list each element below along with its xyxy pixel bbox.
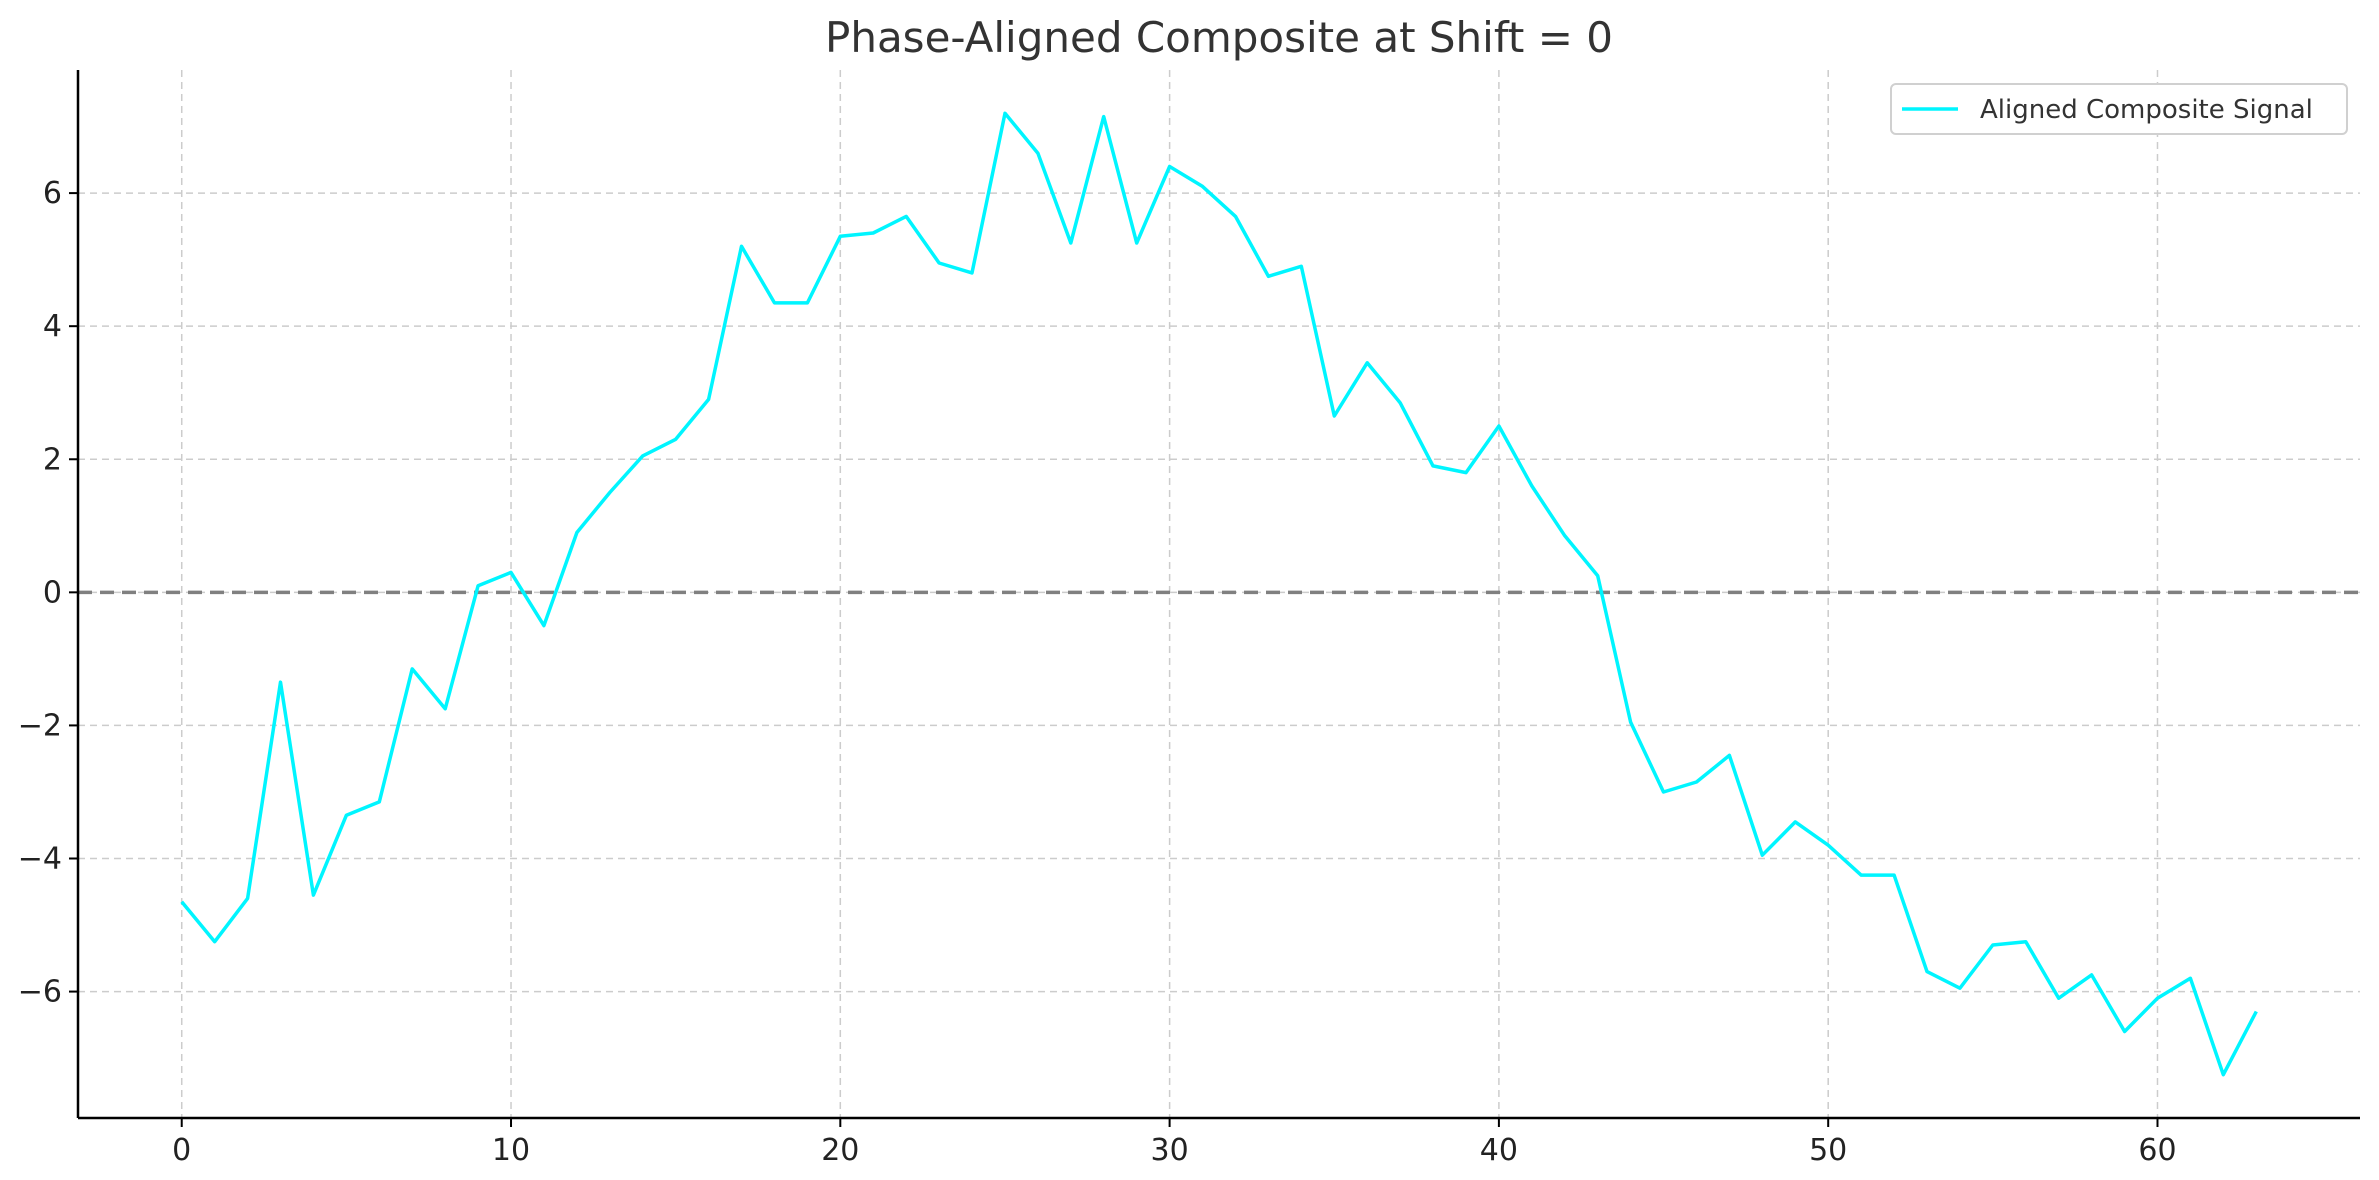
x-tick-label: 60	[2138, 1133, 2176, 1168]
legend: Aligned Composite Signal	[1890, 83, 2348, 135]
tick-labels: 0 10 20 30 40 50 60 −6 −4 −2 0 2 4 6	[18, 176, 2177, 1168]
x-tick-label: 0	[172, 1133, 191, 1168]
y-tick-label: −2	[18, 708, 62, 743]
chart-title: Phase-Aligned Composite at Shift = 0	[825, 13, 1613, 62]
legend-box	[1890, 83, 2348, 135]
x-tick-label: 50	[1809, 1133, 1847, 1168]
y-tick-label: 6	[43, 176, 62, 211]
x-tick-label: 20	[821, 1133, 859, 1168]
grid	[78, 70, 2360, 1118]
x-tick-label: 30	[1151, 1133, 1189, 1168]
axes	[69, 70, 2360, 1127]
series-layer	[180, 111, 2258, 1077]
series-line-aligned-composite-signal	[180, 111, 2258, 1077]
legend-label: Aligned Composite Signal	[1980, 95, 2313, 125]
y-tick-label: 0	[43, 575, 62, 610]
y-tick-label: −6	[18, 975, 62, 1010]
y-tick-label: 2	[43, 442, 62, 477]
y-tick-label: −4	[18, 841, 62, 876]
y-tick-label: 4	[43, 309, 62, 344]
x-tick-label: 10	[492, 1133, 530, 1168]
x-tick-label: 40	[1480, 1133, 1518, 1168]
